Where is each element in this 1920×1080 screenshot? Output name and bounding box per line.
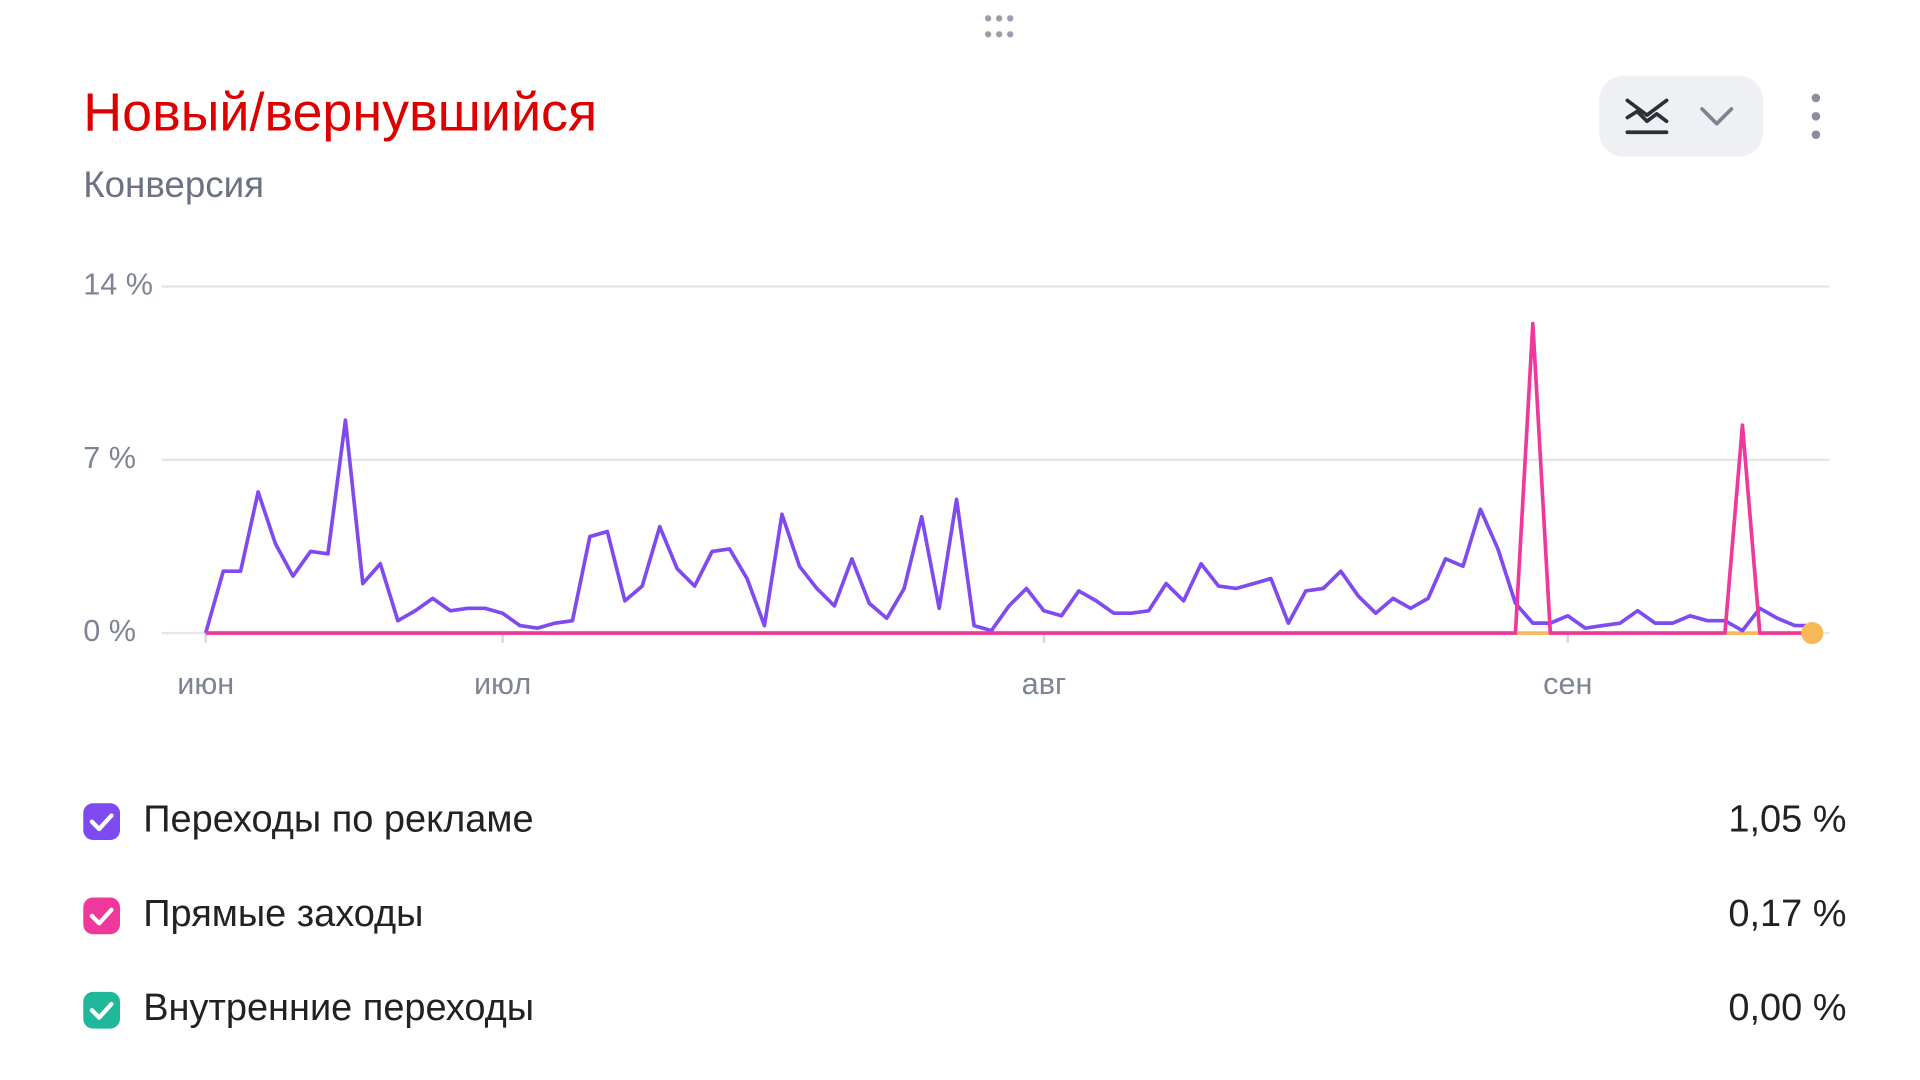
- plot-area: 0 % 7 % 14 % июн июл авг сен: [83, 268, 1830, 701]
- legend: Переходы по рекламе 1,05 % Прямые заходы 0,…: [83, 799, 1847, 1029]
- end-point: [1801, 622, 1824, 645]
- series-line: [203, 418, 1813, 634]
- legend-total: 1,05 %: [1728, 799, 1846, 841]
- series-line: [205, 321, 1813, 635]
- legend-item: Переходы по рекламе 1,05 %: [83, 799, 1847, 841]
- legend-checkbox[interactable]: [83, 897, 120, 935]
- checkmark: [89, 813, 114, 832]
- more-menu[interactable]: [1811, 93, 1821, 139]
- widget-subtitle: Конверсия: [83, 164, 264, 205]
- y-tick-label: 7 %: [83, 441, 136, 475]
- x-tick-label: июл: [474, 667, 531, 701]
- legend-checkbox[interactable]: [83, 803, 120, 840]
- legend-total: 0,00 %: [1728, 987, 1846, 1029]
- x-tick-label: июн: [177, 667, 234, 701]
- legend-item: Внутренние переходы 0,00 %: [83, 987, 1847, 1029]
- checkmark: [89, 1001, 114, 1020]
- legend-total: 0,17 %: [1728, 893, 1846, 935]
- drag-handle[interactable]: [984, 15, 1014, 38]
- checkmark: [89, 907, 114, 926]
- y-tick-label: 0 %: [83, 614, 136, 648]
- chart-type-button[interactable]: [1599, 75, 1764, 157]
- legend-label: Переходы по рекламе: [143, 799, 533, 841]
- legend-label: Прямые заходы: [143, 893, 423, 935]
- y-tick-label: 14 %: [83, 268, 153, 302]
- legend-label: Внутренние переходы: [143, 987, 534, 1029]
- legend-item: Прямые заходы 0,17 %: [83, 893, 1847, 935]
- widget-title: Новый/вернувшийся: [83, 83, 597, 143]
- legend-checkbox[interactable]: [83, 991, 120, 1029]
- x-tick-label: сен: [1543, 667, 1592, 701]
- x-tick-label: авг: [1022, 667, 1066, 701]
